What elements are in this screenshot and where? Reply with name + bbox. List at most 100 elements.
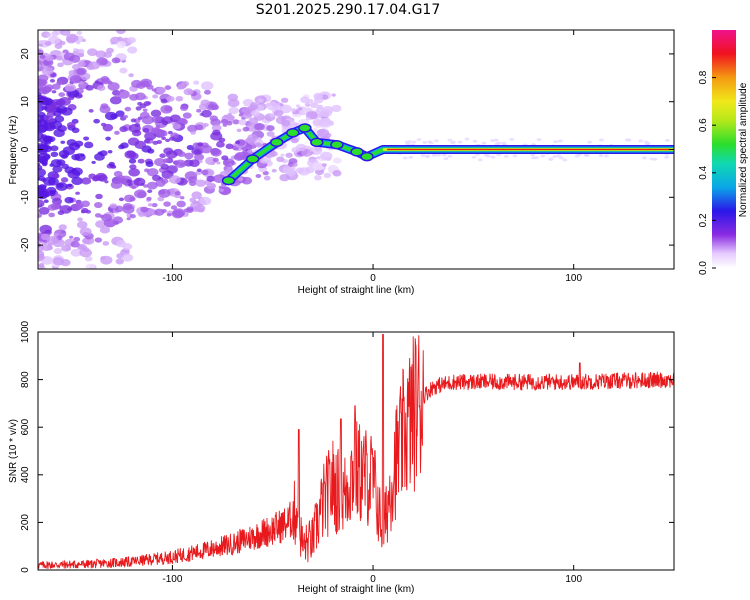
spectrogram-noise-blob bbox=[490, 155, 496, 159]
spectrogram-noise-blob bbox=[76, 67, 87, 75]
spectrogram-noise-blob bbox=[501, 141, 507, 145]
spectrogram-noise-blob bbox=[75, 199, 82, 205]
spectrogram-noise-blob bbox=[557, 139, 563, 143]
spectrogram-noise-blob bbox=[63, 52, 75, 61]
spectrogram-noise-blob bbox=[304, 102, 311, 106]
spectrogram-ridge-blob bbox=[310, 137, 324, 148]
spectrogram-noise-blob bbox=[309, 102, 319, 109]
spectrogram-noise-blob bbox=[248, 117, 259, 125]
snr-y-tick-label: 1000 bbox=[20, 320, 31, 343]
spectrogram-noise-blob bbox=[598, 154, 604, 158]
spectrogram-noise-blob bbox=[55, 182, 68, 191]
spectrogram-ridge-layer bbox=[221, 123, 674, 186]
spectrogram-noise-blob bbox=[225, 143, 234, 150]
spectrogram-noise-blob bbox=[604, 154, 610, 158]
spectrogram-noise-blob bbox=[562, 158, 568, 162]
spectrogram-noise-blob bbox=[232, 119, 240, 125]
spectrogram-noise-blob bbox=[154, 208, 165, 216]
spectrogram-noise-blob bbox=[44, 115, 54, 123]
spectrogram-noise-blob bbox=[124, 194, 135, 203]
spectrogram-noise-blob bbox=[320, 109, 333, 118]
spectrogram-noise-blob bbox=[163, 201, 171, 207]
spectrogram-noise-blob bbox=[64, 83, 77, 92]
spectrogram-noise-blob bbox=[238, 113, 244, 117]
spectrogram-noise-blob bbox=[147, 189, 153, 194]
spectrogram-noise-blob bbox=[503, 154, 509, 158]
spectrogram-noise-blob bbox=[179, 162, 186, 167]
spectrogram-noise-blob bbox=[130, 118, 137, 123]
spectrogram-noise-blob bbox=[235, 140, 241, 145]
spectrogram-noise-blob bbox=[166, 95, 175, 102]
spectrogram-noise-blob bbox=[477, 158, 483, 162]
spectrogram-noise-blob bbox=[39, 54, 46, 59]
spectrogram-noise-blob bbox=[146, 196, 152, 201]
spectrogram-noise-blob bbox=[67, 169, 81, 179]
spectrogram-noise-blob bbox=[108, 161, 115, 167]
spectrogram-noise-blob bbox=[38, 175, 46, 181]
spectrogram-noise-blob bbox=[60, 177, 69, 183]
spectrogram-noise-blob bbox=[331, 93, 336, 97]
spectrogram-noise-blob bbox=[151, 174, 161, 182]
spectrogram-noise-blob bbox=[109, 203, 118, 209]
spectrogram-noise-blob bbox=[263, 175, 271, 181]
spectrogram-noise-blob bbox=[241, 176, 253, 185]
spectrogram-noise-blob bbox=[236, 128, 242, 133]
spectrogram-noise-blob bbox=[128, 158, 137, 164]
spectrogram-noise-blob bbox=[117, 174, 125, 181]
spectrogram-noise-blob bbox=[88, 109, 94, 113]
spectrogram-noise-blob bbox=[95, 50, 107, 59]
spectrogram-noise-blob bbox=[41, 66, 54, 76]
spectrogram-noise-blob bbox=[100, 75, 110, 83]
spectrogram-noise-blob bbox=[38, 63, 42, 68]
spectrogram-noise-blob bbox=[447, 138, 453, 142]
spectrogram-noise-blob bbox=[88, 61, 100, 70]
spectrogram-noise-blob bbox=[116, 30, 126, 35]
spectrogram-noise-blob bbox=[408, 155, 414, 159]
spectrogram-noise-blob bbox=[197, 207, 205, 213]
spectrogram-noise-blob bbox=[254, 123, 265, 131]
spectrogram-noise-blob bbox=[161, 120, 169, 126]
colorbar-tick-label: 0.0 bbox=[698, 261, 709, 275]
spectrogram-noise-blob bbox=[107, 80, 113, 85]
spectrogram-noise-blob bbox=[316, 128, 330, 138]
spectrogram-noise-blob bbox=[280, 97, 289, 103]
spectrogram-noise-blob bbox=[450, 141, 456, 145]
spectrogram-noise-blob bbox=[540, 154, 546, 158]
spectrogram-noise-blob bbox=[416, 138, 422, 142]
spectrogram-noise-blob bbox=[45, 55, 54, 62]
spectrogram-noise-blob bbox=[194, 153, 204, 161]
spectrogram-noise-blob bbox=[155, 179, 166, 187]
spectrogram-noise-blob bbox=[457, 140, 463, 144]
colorbar-ticks: 0.0 0.2 0.4 0.6 0.8 bbox=[698, 70, 716, 275]
spectrogram-noise-blob bbox=[126, 217, 131, 221]
spectrogram-noise-blob bbox=[587, 140, 593, 144]
spectrogram-noise-blob bbox=[72, 203, 83, 211]
spectrogram-noise-blob bbox=[79, 81, 84, 85]
spectrogram-noise-blob bbox=[323, 172, 332, 179]
chart-title: S201.2025.290.17.04.G17 bbox=[256, 2, 441, 18]
spectrogram-noise-blob bbox=[638, 139, 644, 143]
spectrogram-noise-blob bbox=[210, 161, 216, 165]
spectrogram-x-ticks: -100 0 100 bbox=[162, 30, 582, 284]
spectrogram-noise-blob bbox=[536, 138, 542, 142]
spectrogram-noise-blob bbox=[187, 124, 198, 133]
spectrogram-noise-blob bbox=[481, 141, 487, 145]
spectrogram-noise-blob bbox=[141, 115, 155, 125]
spectrogram-noise-blob bbox=[66, 33, 79, 43]
spectrogram-noise-blob bbox=[115, 258, 125, 265]
spectrogram-noise-blob bbox=[43, 199, 49, 204]
spectrogram-noise-blob bbox=[168, 175, 181, 184]
snr-x-ticks: -100 0 100 bbox=[162, 332, 582, 585]
spectrogram-noise-blob bbox=[69, 235, 74, 239]
spectrogram-noise-blob bbox=[76, 30, 83, 35]
colorbar-tick-label: 0.2 bbox=[698, 213, 709, 227]
spectrogram-noise-blob bbox=[55, 55, 63, 61]
spectrogram-noise-blob bbox=[99, 150, 108, 157]
spectrogram-noise-blob bbox=[154, 158, 166, 167]
spectrogram-noise-blob bbox=[95, 220, 106, 228]
spectrogram-noise-blob bbox=[75, 191, 80, 195]
spectrogram-noise-blob bbox=[664, 155, 670, 159]
spectrogram-noise-blob bbox=[193, 149, 202, 155]
spectrogram-noise-blob bbox=[211, 183, 216, 187]
spectrogram-noise-blob bbox=[431, 153, 437, 157]
